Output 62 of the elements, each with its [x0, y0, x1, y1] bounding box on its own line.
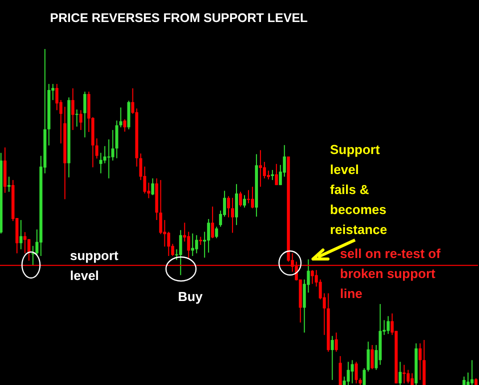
candlestick	[250, 186, 254, 209]
candlestick	[350, 360, 354, 384]
candlestick	[55, 83, 58, 111]
candlestick	[354, 361, 358, 384]
candlestick	[119, 106, 122, 128]
candlestick	[179, 230, 182, 276]
candlestick	[362, 368, 366, 385]
candlestick	[195, 234, 198, 254]
candlestick	[406, 369, 410, 384]
candlestick	[215, 226, 218, 239]
candlestick	[83, 91, 86, 138]
chart-title: PRICE REVERSES FROM SUPPORT LEVEL	[50, 11, 308, 25]
candlestick	[187, 231, 190, 259]
candlestick	[211, 206, 214, 239]
candlestick	[23, 232, 26, 254]
candlestick	[346, 361, 350, 385]
candlestick	[95, 138, 98, 160]
candlestick	[262, 161, 266, 179]
candlestick	[338, 356, 342, 385]
candlestick	[270, 169, 274, 181]
candlestick	[334, 332, 338, 352]
candlestick	[123, 118, 126, 132]
candlestick	[310, 270, 314, 284]
annotation: support level	[70, 247, 120, 285]
annotation: Support level fails & becomes reistance	[330, 141, 388, 239]
candlestick	[99, 152, 102, 174]
candlestick	[274, 163, 278, 186]
candlestick	[167, 231, 170, 256]
candlestick	[159, 180, 162, 235]
candlestick	[470, 360, 474, 385]
candlestick	[370, 344, 374, 370]
candlestick	[242, 194, 246, 208]
candlestick	[402, 364, 406, 384]
candlestick	[207, 218, 210, 254]
candlestick	[398, 361, 402, 385]
candlestick	[239, 191, 242, 208]
candlestick	[235, 184, 238, 226]
candlestick	[246, 190, 250, 204]
candlestick	[79, 110, 82, 130]
candlestick	[386, 316, 390, 334]
candlestick	[227, 196, 230, 218]
candlestick	[111, 129, 114, 162]
candlestick	[410, 372, 414, 385]
candlestick	[103, 146, 106, 164]
candlestick	[75, 108, 78, 128]
candlestick	[71, 88, 74, 130]
annotation: Buy	[178, 288, 204, 306]
candlestick	[7, 176, 10, 192]
candlestick	[191, 232, 194, 256]
candlestick	[330, 335, 334, 380]
candlestick	[107, 138, 110, 179]
candlestick	[31, 245, 34, 266]
candlestick	[27, 238, 30, 262]
candlestick	[151, 178, 154, 196]
annotation: sell on re-test of broken support line	[340, 245, 442, 303]
candlestick	[258, 150, 262, 188]
candlestick	[466, 372, 470, 385]
candlestick	[19, 220, 22, 250]
candlestick	[418, 342, 422, 380]
candlestick	[366, 341, 370, 372]
candlestick	[115, 120, 118, 159]
candlestick	[231, 197, 234, 234]
